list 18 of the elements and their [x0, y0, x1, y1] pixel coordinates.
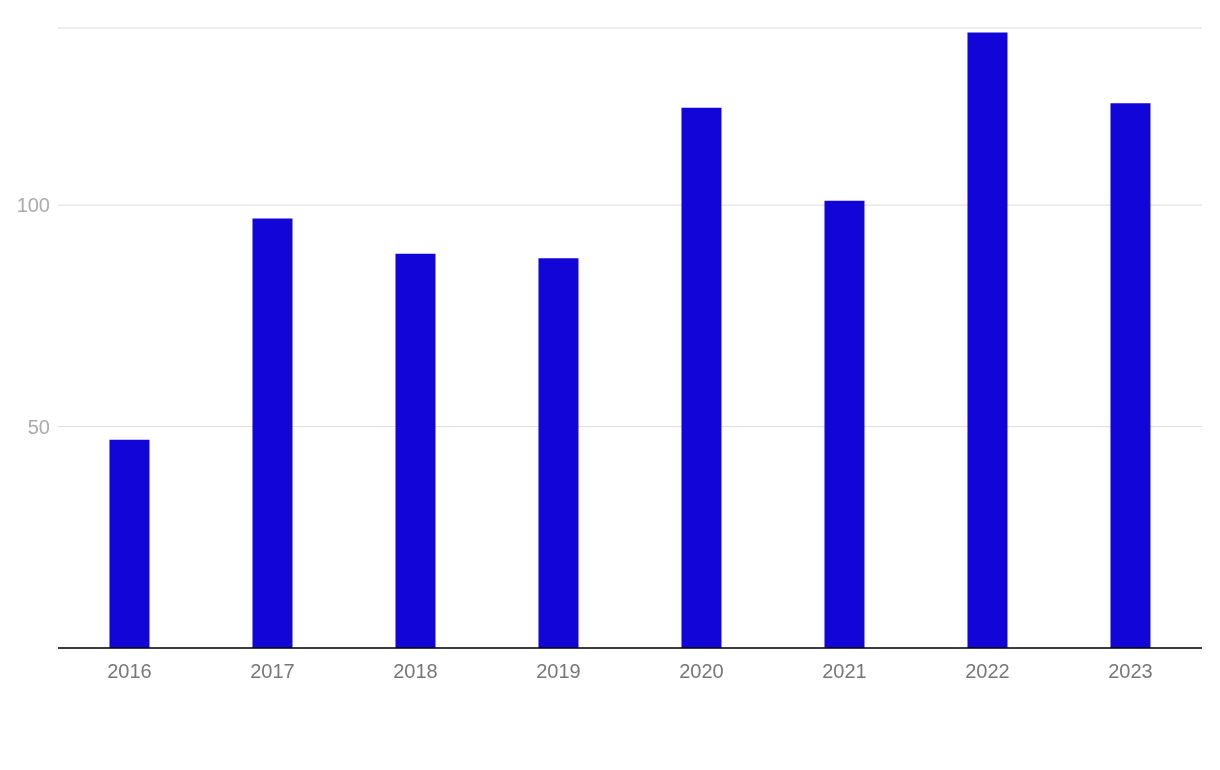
x-tick-label: 2019	[536, 660, 581, 683]
x-tick-label: 2022	[965, 660, 1010, 683]
x-tick-label: 2021	[822, 660, 867, 683]
bar	[1110, 103, 1151, 648]
bar	[395, 253, 436, 648]
x-tick-label: 2023	[1108, 660, 1153, 683]
x-tick-label: 2018	[393, 660, 438, 683]
bar	[109, 439, 150, 648]
x-tick-label: 2017	[250, 660, 295, 683]
bar	[538, 258, 579, 648]
bar	[967, 32, 1008, 648]
x-tick-label: 2020	[679, 660, 724, 683]
y-tick-label: 100	[16, 194, 50, 217]
y-tick-label: 50	[27, 415, 50, 438]
bar	[681, 107, 722, 648]
x-tick-label: 2016	[107, 660, 152, 683]
bar	[252, 218, 293, 648]
bar	[824, 200, 865, 648]
